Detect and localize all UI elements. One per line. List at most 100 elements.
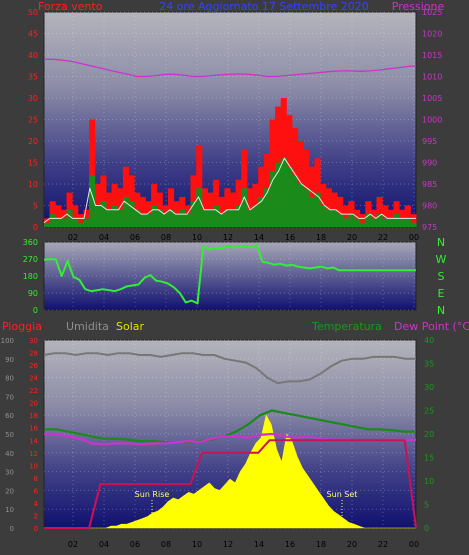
- wind-bar: [235, 205, 242, 227]
- gust-bar: [325, 188, 332, 227]
- wind-bar: [201, 209, 208, 227]
- wind-bar: [122, 196, 129, 227]
- temperature-line: [44, 409, 416, 444]
- wind-bar: [207, 209, 214, 227]
- left-tick-label: 45: [28, 30, 38, 39]
- gust-bar: [376, 196, 383, 227]
- temperature-tick-label: 25: [424, 407, 434, 416]
- left-tick-label: 10: [28, 180, 38, 189]
- compass-label: N: [437, 236, 445, 249]
- left-tick-label: 0: [33, 223, 38, 232]
- rain-tick-label: 4: [34, 500, 39, 508]
- humidity-tick-label: 40: [5, 450, 14, 458]
- humidity-tick-label: 60: [5, 412, 14, 420]
- wind-bar: [156, 209, 163, 227]
- wind-bar: [100, 201, 107, 227]
- rain-tick-label: 28: [29, 350, 38, 358]
- time-tick-label: 12: [223, 233, 233, 242]
- right-tick-label: 1005: [422, 94, 442, 103]
- direction-tick-label: 360: [23, 238, 38, 247]
- humidity-legend: Umidita: [66, 320, 109, 333]
- humidity-tick-label: 90: [5, 356, 14, 364]
- wind-bar: [83, 218, 90, 227]
- wind-bar: [162, 214, 169, 227]
- wind-bar: [49, 214, 56, 227]
- rain-tick-label: 20: [29, 400, 38, 408]
- rain-tick-label: 0: [34, 525, 38, 533]
- rain-tick-label: 14: [29, 437, 38, 445]
- gust-bar: [196, 145, 203, 227]
- gust-bar: [235, 179, 242, 227]
- wind-bar: [258, 196, 265, 227]
- humidity-tick-label: 20: [5, 487, 14, 495]
- temperature-tick-label: 30: [424, 383, 434, 392]
- temperature-tick-label: 5: [424, 501, 429, 510]
- wind-bar: [145, 214, 152, 227]
- right-tick-label: 1000: [422, 116, 442, 125]
- temperature-tick-label: 35: [424, 360, 434, 369]
- time-tick-label: 10: [192, 540, 202, 549]
- time-tick-label: 04: [99, 233, 109, 242]
- time-tick-label: 14: [254, 233, 264, 242]
- humidity-axis: 0 10 20 30 40 50 60 70 80 90 100: [1, 337, 14, 533]
- time-tick-label: 14: [254, 540, 264, 549]
- time-tick-label: 18: [316, 540, 326, 549]
- rain-tick-label: 24: [29, 375, 38, 383]
- wind-bar: [286, 166, 293, 227]
- wind-bar: [404, 218, 411, 227]
- wind-bar: [263, 188, 270, 227]
- wind-bar: [382, 218, 389, 227]
- temperature-tick-label: 40: [424, 336, 434, 345]
- gust-bar: [342, 205, 349, 227]
- humidity-tick-label: 50: [5, 431, 14, 439]
- rain-tick-label: 26: [29, 362, 38, 370]
- compass-label: W: [436, 253, 447, 266]
- pressure-line: [44, 58, 417, 78]
- wind-bar: [387, 218, 394, 227]
- humidity-line: [43, 352, 416, 385]
- wind-bar: [72, 218, 79, 227]
- left-tick-label: 35: [28, 73, 38, 82]
- rain-tick-label: 22: [29, 387, 38, 395]
- left-tick-label: 25: [28, 116, 38, 125]
- gust-bar: [224, 188, 231, 227]
- wind-bar: [66, 209, 73, 227]
- wind-bar: [399, 218, 406, 227]
- wind-bar: [275, 162, 282, 227]
- solar-area: [44, 414, 416, 529]
- wind-bar: [308, 196, 315, 227]
- time-tick-label: 20: [347, 540, 357, 549]
- time-tick-label: 22: [378, 540, 388, 549]
- gust-bar: [246, 188, 253, 227]
- rain-tick-label: 18: [29, 412, 38, 420]
- wind-bar: [292, 175, 299, 227]
- rain-tick-label: 10: [29, 462, 38, 470]
- wind-bar: [342, 218, 349, 227]
- time-tick-label: 16: [285, 233, 295, 242]
- wind-bar: [359, 222, 366, 227]
- right-tick-label: 1020: [422, 30, 442, 39]
- wind-bar: [134, 209, 141, 227]
- humidity-tick-label: 100: [1, 337, 14, 345]
- sunset-annotation: Sun Set: [327, 490, 358, 499]
- gust-bar: [89, 119, 96, 227]
- wind-bar: [77, 222, 84, 227]
- wind-bar: [410, 222, 417, 227]
- wind-bar: [252, 205, 259, 227]
- dewpoint-legend: Dew Point (°C): [394, 320, 469, 333]
- wind-direction-plot-area: [43, 241, 417, 311]
- wind-bar: [230, 209, 237, 227]
- wind-direction-series: [43, 243, 416, 305]
- humidity-tick-label: 80: [5, 375, 14, 383]
- right-tick-label: 995: [422, 137, 437, 146]
- pressure-axis-label: Pressione: [392, 0, 445, 13]
- gust-bar: [404, 205, 411, 227]
- wind-bar: [179, 209, 186, 227]
- rain-line: [44, 439, 417, 529]
- wind-bar: [218, 214, 225, 227]
- gust-bar: [337, 196, 344, 227]
